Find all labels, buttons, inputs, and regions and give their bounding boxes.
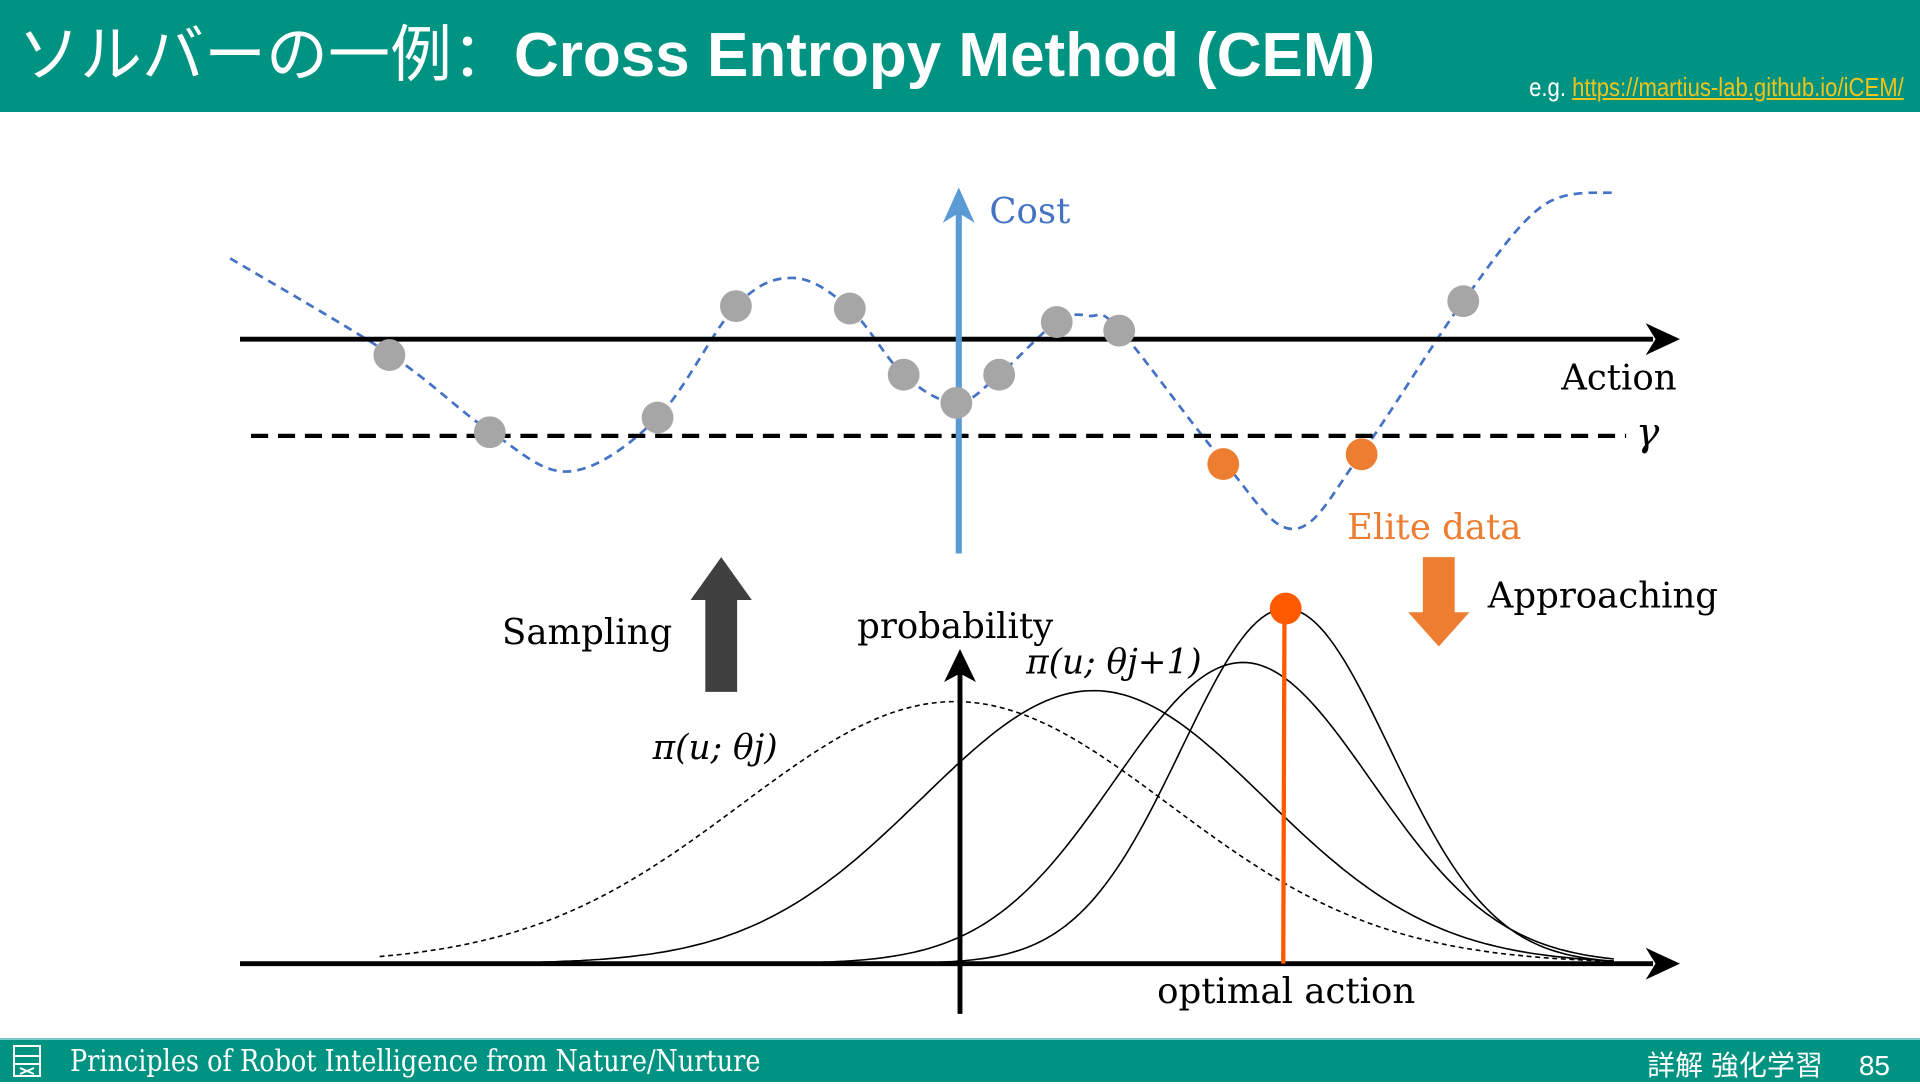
elite-sample-point xyxy=(1345,438,1378,471)
distribution-update-1 xyxy=(379,689,1614,965)
sampling-arrow-icon xyxy=(690,557,752,692)
page-number: 85 xyxy=(1858,1050,1890,1081)
sample-point xyxy=(983,358,1016,391)
page-title: ソルバーの一例：Cross Entropy Method (CEM) xyxy=(18,4,1375,94)
optimal-action-label: optimal action xyxy=(1157,971,1415,1012)
approaching-arrow-icon xyxy=(1408,557,1470,647)
sample-point xyxy=(887,358,920,391)
sample-point xyxy=(473,416,506,449)
sample-point xyxy=(720,290,752,323)
course-title: Principles of Robot Intelligence from Na… xyxy=(70,1044,761,1079)
distribution-update-2 xyxy=(379,661,1614,965)
header: ソルバーの一例：Cross Entropy Method (CEM) e.g. … xyxy=(0,0,1920,112)
optimal-action-line xyxy=(1281,608,1287,964)
distribution-update-3 xyxy=(379,607,1614,965)
reference: e.g. https://martius-lab.github.io/iCEM/ xyxy=(1529,72,1904,103)
reference-link[interactable]: https://martius-lab.github.io/iCEM/ xyxy=(1572,72,1904,102)
pi-theta-j-label: π(u; θj) xyxy=(652,728,778,768)
bottom-axis-arrowhead xyxy=(1645,947,1680,980)
probability-axis-arrowhead xyxy=(944,648,976,683)
elite-sample-point xyxy=(1207,448,1240,480)
ref-prefix: e.g. xyxy=(1529,72,1567,102)
cost-function-curve xyxy=(229,190,1617,531)
distribution-theta-j xyxy=(379,700,1614,963)
sample-point xyxy=(940,386,973,419)
title-en: Cross Entropy Method (CEM) xyxy=(514,21,1376,90)
action-axis-arrowhead xyxy=(1645,323,1680,356)
gamma-label: γ xyxy=(1636,411,1660,456)
sample-point xyxy=(373,339,406,372)
pi-theta-j1-label: π(u; θj+1) xyxy=(1025,642,1202,682)
sample-point xyxy=(1040,306,1073,338)
elite-data-label: Elite data xyxy=(1347,507,1522,548)
approaching-label: Approaching xyxy=(1487,575,1718,616)
lab-logo-icon xyxy=(13,1045,41,1077)
sample-point xyxy=(641,401,674,434)
sample-point xyxy=(833,292,866,325)
optimum-point xyxy=(1269,592,1302,625)
footer-right: 詳解 強化学習 85 xyxy=(1611,1044,1890,1084)
samples xyxy=(373,285,1480,480)
book-title: 詳解 強化学習 xyxy=(1647,1050,1823,1081)
sample-point xyxy=(1447,285,1480,318)
footer: Principles of Robot Intelligence from Na… xyxy=(0,1038,1920,1082)
action-label: Action xyxy=(1560,357,1676,398)
cost-axis-arrowhead xyxy=(942,187,975,223)
title-jp: ソルバーの一例： xyxy=(18,18,515,91)
probability-label: probability xyxy=(857,606,1053,647)
sample-point xyxy=(1103,314,1136,347)
cost-label: Cost xyxy=(989,191,1070,232)
sampling-label: Sampling xyxy=(502,612,672,653)
distributions xyxy=(379,607,1614,965)
